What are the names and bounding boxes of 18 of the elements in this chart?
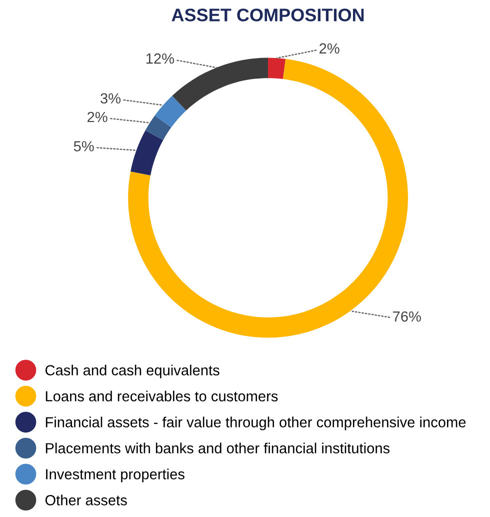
legend-label: Investment properties (46, 468, 184, 482)
legend-label: Financial assets - fair value through other comprehensive income (46, 416, 466, 430)
donut-slice (268, 58, 286, 80)
legend-label: Cash and cash equivalents (45, 364, 220, 378)
donut-slice (172, 58, 268, 111)
donut-slice (154, 96, 186, 128)
data-label: 2% (320, 43, 340, 54)
donut-slice (145, 115, 172, 140)
data-label: 3% (100, 93, 121, 104)
donut-slice (130, 130, 164, 176)
data-label: 5% (74, 141, 94, 152)
chart-title: ASSET COMPOSITION (172, 8, 364, 22)
legend-label: Other assets (45, 494, 127, 506)
legend-label: Loans and receivables to customers (46, 390, 278, 402)
data-label: 2% (88, 112, 108, 122)
legend-label: Placements with banks and other financial institutions (46, 442, 390, 454)
data-label: 76% (393, 311, 421, 322)
data-label: 12% (146, 53, 174, 64)
